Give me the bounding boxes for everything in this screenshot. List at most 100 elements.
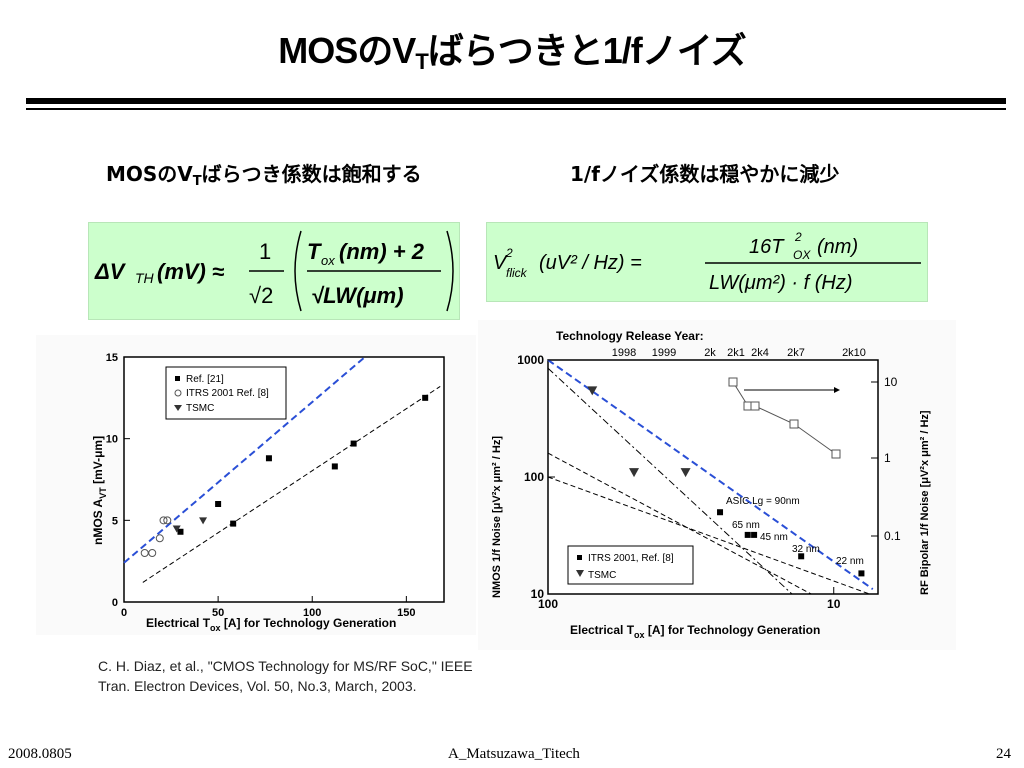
eq-right-num-sub: OX: [793, 248, 811, 262]
annot-65nm: 65 nm: [732, 520, 760, 531]
eq-left-paren-close: [446, 230, 454, 312]
eq-right-den: LW(μm²) · f (Hz): [709, 272, 853, 294]
eq-right-num: 16T: [749, 236, 785, 258]
right-heading: 1/fノイズ係数は穏やかに減少: [570, 162, 840, 186]
cr-xtick-label: 10: [827, 597, 841, 611]
cl-point-ref21: [350, 440, 357, 447]
cr-ytick-label-left: 10: [531, 587, 545, 601]
chart-right: Technology Release Year: 1998 1999 2k 2k1 2k…: [491, 329, 931, 640]
eq-left-unit: (mV) ≈: [157, 259, 224, 284]
legend-label-itrs: ITRS 2001 Ref. [8]: [186, 388, 269, 399]
annot-32nm: 32 nm: [792, 544, 820, 555]
rf-point-3: [750, 401, 760, 411]
legend-marker-itrs2001: [577, 555, 582, 560]
cr-ytick-label-left: 1000: [517, 353, 544, 367]
legend-label-tsmc-r: TSMC: [588, 570, 616, 581]
cr-year-label: 1999: [652, 347, 676, 359]
chart-left-ylabel: nMOS AVT [mV-μm]: [91, 436, 108, 545]
eq-right-num-sup: 2: [794, 230, 802, 244]
cr-point-itrs: [858, 570, 865, 577]
cr-trend-dash-2: [547, 476, 870, 595]
legend-marker-ref21: [175, 376, 180, 381]
chart-left-xlabel: Electrical Tox [A] for Technology Genera…: [146, 616, 396, 633]
cr-trend-dashdot: [547, 367, 793, 595]
cr-point-tsmc: [629, 468, 640, 478]
cl-xtick-label: 150: [397, 607, 415, 619]
eq-left-inner-den: √LW(μm): [311, 283, 404, 308]
cl-xtick-label: 50: [212, 607, 224, 619]
citation-line-1: C. H. Diaz, et al., "CMOS Technology for…: [98, 658, 473, 674]
cr-year-label: 1998: [612, 347, 636, 359]
equation-right: V 2 flick (uV² / Hz) = 16T 2 OX (nm) LW(…: [486, 222, 928, 302]
eq-left-frac-num: 1: [259, 239, 271, 264]
chart-right-ylabel-right: RF Bipolar 1/f Noise [μV²x μm² / Hz]: [919, 410, 931, 595]
cr-point-tsmc: [587, 386, 598, 396]
eq-right-lhs-unit: (uV² / Hz) =: [539, 252, 642, 274]
cl-trend-blue: [123, 356, 366, 564]
cr-trend-dash-1: [547, 452, 812, 595]
cr-point-itrs: [751, 531, 758, 538]
annot-45nm: 45 nm: [760, 532, 788, 543]
cl-point-itrs: [155, 534, 164, 543]
cl-xtick-label: 0: [121, 607, 127, 619]
cl-point-itrs: [163, 516, 172, 525]
legend-marker-tsmc: [174, 405, 182, 411]
rf-point-1: [728, 377, 738, 387]
cr-xtick-label: 100: [538, 597, 558, 611]
eq-left-num-sub: ox: [321, 253, 335, 268]
citation-line-2: Tran. Electron Devices, Vol. 50, No.3, M…: [98, 678, 417, 694]
chart-right-ylabel-left: NMOS 1/f Noise [μV²x μm² / Hz]: [491, 436, 503, 598]
eq-left-lhs: ΔV: [94, 259, 127, 284]
cl-point-tsmc: [172, 525, 181, 533]
eq-left-num-b: (nm) + 2: [339, 239, 425, 264]
legend-label-itrs2001: ITRS 2001, Ref. [8]: [588, 553, 674, 564]
legend-marker-itrs: [174, 389, 182, 397]
equation-left: ΔV TH (mV) ≈ 1 √2 T ox (nm) + 2 √LW(μm): [88, 222, 460, 320]
eq-right-num-unit: (nm): [817, 236, 858, 258]
cr-ytick-label-right: 0.1: [884, 529, 901, 543]
cr-year-label: 2k10: [842, 347, 866, 359]
cl-point-ref21: [230, 520, 237, 527]
footer-author: A_Matsuzawa_Titech: [448, 746, 580, 762]
rf-point-5: [831, 449, 841, 459]
cl-point-ref21: [422, 394, 429, 401]
cr-ytick-label-left: 100: [524, 470, 544, 484]
cr-year-label: 2k4: [751, 347, 769, 359]
chart-left: 0 50 100 150 0 5 10 15 Ref. [21] ITRS 2001 Ref.…: [91, 352, 445, 633]
chart-left-legend-box: [165, 366, 287, 420]
cl-trend-black: [142, 385, 441, 583]
footer-date: 2008.0805: [8, 746, 72, 762]
cr-trend-blue: [547, 359, 874, 590]
title-rule-thin: [26, 108, 1006, 110]
eq-right-lhs-sub: flick: [506, 266, 528, 280]
chart-right-legend-box: [567, 545, 694, 585]
cr-point-itrs: [744, 531, 751, 538]
chart-left-panel: 0 50 100 150 0 5 10 15 Ref. [21] ITRS 2001 Ref.…: [36, 335, 476, 635]
cr-ytick-label-right: 10: [884, 375, 898, 389]
chart-right-top-title: Technology Release Year:: [556, 329, 704, 343]
cl-ytick-label: 10: [106, 434, 118, 446]
title-rule-thick: [26, 98, 1006, 104]
equation-left-svg: ΔV TH (mV) ≈ 1 √2 T ox (nm) + 2 √LW(μm): [94, 230, 454, 312]
cl-point-ref21: [265, 455, 272, 462]
cl-point-itrs: [148, 549, 157, 557]
cl-ytick-label: 5: [112, 515, 118, 527]
annot-22nm: 22 nm: [836, 556, 864, 567]
cr-point-itrs: [798, 553, 805, 560]
cl-xtick-label: 100: [303, 607, 321, 619]
chart-right-xlabel: Electrical Tox [A] for Technology Genera…: [570, 623, 820, 640]
left-heading: MOSのVTばらつき係数は飽和する: [106, 162, 422, 189]
cr-point-tsmc: [680, 468, 691, 478]
annot-asic: ASIC Lg = 90nm: [726, 496, 800, 507]
cl-point-ref21: [177, 528, 184, 535]
eq-left-lhs-sub: TH: [135, 270, 155, 286]
cr-year-label: 2k1: [727, 347, 745, 359]
eq-right-lhs: V: [493, 252, 508, 274]
cl-point-tsmc: [199, 517, 208, 525]
cr-year-label: 2k7: [787, 347, 805, 359]
cr-year-label: 2k: [704, 347, 716, 359]
eq-left-paren-open: [294, 230, 302, 312]
legend-label-ref21: Ref. [21]: [186, 374, 224, 385]
cr-ytick-label-right: 1: [884, 451, 891, 465]
cr-point-itrs: [717, 509, 724, 516]
